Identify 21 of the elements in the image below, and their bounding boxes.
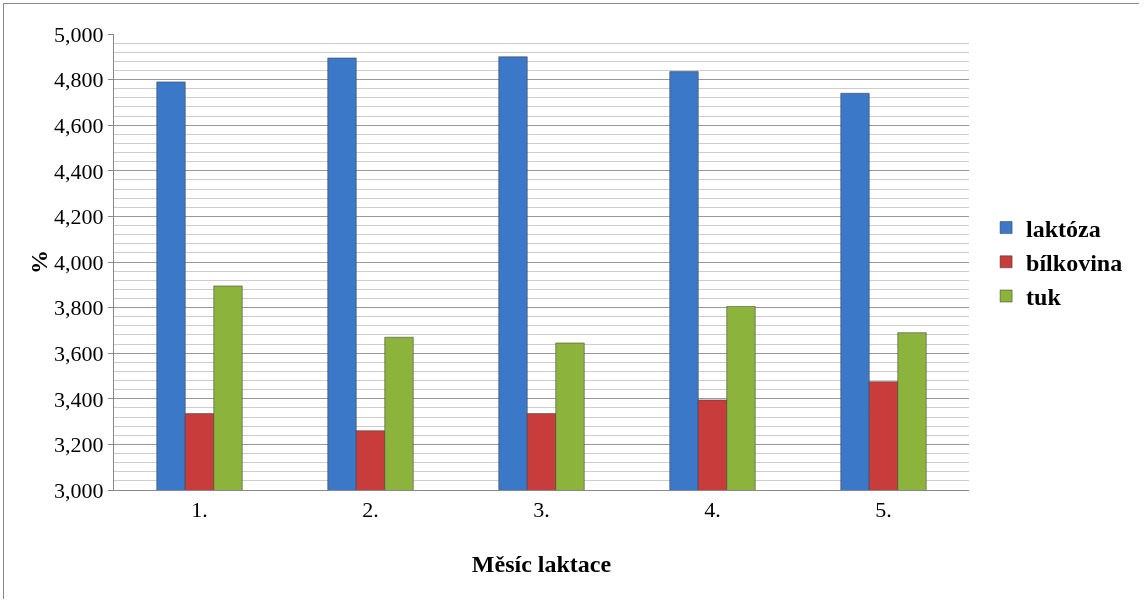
x-tick-label: 5. — [875, 497, 892, 523]
y-tick-label: 3,000 — [54, 477, 104, 503]
x-axis-title: Měsíc laktace — [471, 551, 612, 577]
y-tick-label: 5,000 — [54, 21, 104, 47]
y-tick-label: 3,600 — [54, 340, 104, 366]
x-tick-label: 1. — [191, 497, 208, 523]
y-tick-label: 4,600 — [54, 112, 104, 138]
x-tick-label: 2. — [362, 497, 379, 523]
y-axis-title: % — [26, 250, 53, 274]
x-tick-label: 3. — [533, 497, 550, 523]
legend-label: laktóza — [1026, 215, 1101, 242]
legend-label: tuk — [1026, 284, 1062, 311]
x-tick-label: 4. — [704, 497, 721, 523]
y-tick-label: 3,400 — [54, 386, 104, 412]
y-tick-label: 3,200 — [54, 432, 104, 458]
legend-label: bílkovina — [1026, 250, 1123, 277]
y-tick-label: 4,200 — [54, 204, 104, 230]
y-tick-label: 4,000 — [54, 249, 104, 275]
y-tick-label: 4,400 — [54, 158, 104, 184]
y-tick-label: 4,800 — [54, 67, 104, 93]
y-tick-label: 3,800 — [54, 295, 104, 321]
